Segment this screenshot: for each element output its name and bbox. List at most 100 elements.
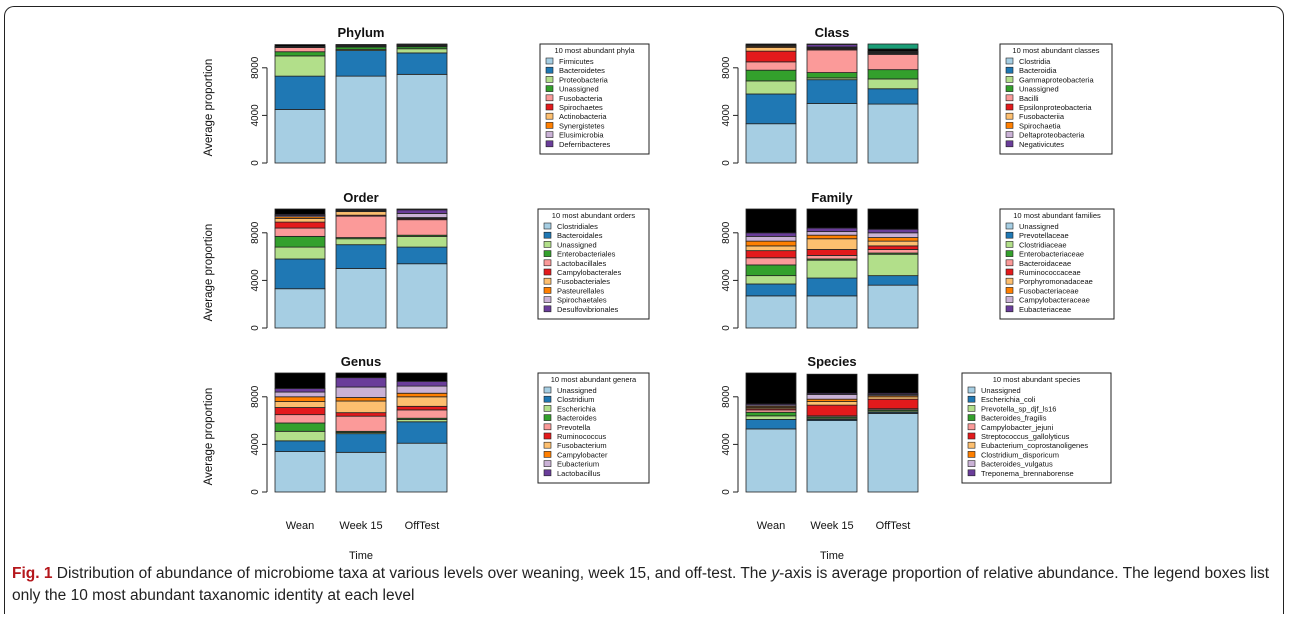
legend-title: 10 most abundant genera xyxy=(551,375,637,384)
bar-segment xyxy=(745,43,797,46)
legend-entry: Prevotellaceae xyxy=(1019,231,1069,240)
legend-entry: Proteobacteria xyxy=(559,75,609,84)
legend-entry: Fusobacteria xyxy=(559,94,603,103)
bar-segment xyxy=(274,44,326,47)
bar-segment xyxy=(274,246,326,260)
bar-segment xyxy=(396,246,448,265)
bar-segment xyxy=(867,53,919,71)
bar-segment xyxy=(867,103,919,164)
legend-swatch xyxy=(543,432,552,440)
legend-entry: Bacteroides_vulgatus xyxy=(981,460,1053,469)
legend-swatch xyxy=(1005,122,1014,129)
bar-segment xyxy=(745,250,797,259)
bar-segment xyxy=(745,428,797,493)
bar-segment xyxy=(274,451,326,493)
bar-segment xyxy=(745,93,797,125)
caption-text-a: Distribution of abundance of microbiome … xyxy=(52,565,772,582)
legend-entry: Unassigned xyxy=(1019,222,1059,231)
bar-segment xyxy=(396,409,448,419)
legend-swatch xyxy=(543,451,552,458)
bar-segment xyxy=(745,257,797,266)
bar-segment xyxy=(806,277,858,297)
y-tick-label: 8000 xyxy=(721,385,732,408)
legend-entry: Spirochaetes xyxy=(559,103,603,112)
bar-segment xyxy=(396,43,448,45)
legend-entry: Ruminococcaceae xyxy=(1019,268,1081,277)
bar-segment xyxy=(396,213,448,218)
legend-swatch xyxy=(1005,103,1014,111)
y-tick-label: 8000 xyxy=(250,56,261,79)
legend-swatch xyxy=(1005,131,1014,138)
legend-title: 10 most abundant families xyxy=(1013,211,1101,220)
bar-segment xyxy=(867,43,919,50)
bar-segment xyxy=(335,75,387,164)
bar-segment xyxy=(274,372,326,389)
legend-entry: Bacteroidia xyxy=(1019,66,1057,75)
bar-segment xyxy=(396,209,448,214)
legend-swatch xyxy=(967,386,976,394)
bar-segment xyxy=(335,50,387,77)
y-axis-label: Average proportion xyxy=(203,388,215,486)
panel-title: Genus xyxy=(341,354,381,369)
bar-segment xyxy=(806,394,858,400)
legend-box xyxy=(961,372,1112,484)
bar-segment xyxy=(274,51,326,57)
bar-segment xyxy=(806,227,858,233)
bar-segment xyxy=(274,258,326,290)
x-category-label: Week 15 xyxy=(810,520,853,532)
bar-segment xyxy=(806,259,858,279)
legend-swatch xyxy=(1005,57,1014,65)
legend-swatch xyxy=(543,268,552,276)
bar-segment xyxy=(274,407,326,416)
legend-swatch xyxy=(1005,268,1014,276)
bar-segment xyxy=(806,249,858,256)
legend-entry: Porphyromonadaceae xyxy=(1019,277,1093,286)
y-tick-label: 0 xyxy=(250,325,261,331)
bar-segment xyxy=(867,237,919,242)
x-category-label: Wean xyxy=(286,520,315,532)
bar-segment xyxy=(274,388,326,393)
legend-swatch xyxy=(967,432,976,440)
legend-entry: Bacteroides_fragilis xyxy=(981,414,1047,423)
bar-segment xyxy=(745,415,797,420)
y-tick-label: 8000 xyxy=(250,221,261,244)
bar-segment xyxy=(806,208,858,229)
bar-segment xyxy=(745,61,797,71)
legend-swatch xyxy=(545,140,554,148)
legend-entry: Campylobacter xyxy=(557,450,608,459)
legend-swatch xyxy=(545,131,554,138)
x-category-label: Week 15 xyxy=(339,520,382,532)
bar-segment xyxy=(274,218,326,223)
x-category-label: OffTest xyxy=(876,520,911,532)
legend-swatch xyxy=(1005,231,1014,239)
legend-entry: Firmicutes xyxy=(559,57,594,66)
legend-swatch xyxy=(543,296,552,303)
legend-entry: Streptococcus_gallolyticus xyxy=(981,432,1070,441)
bar-segment xyxy=(867,284,919,329)
legend-swatch xyxy=(967,414,976,421)
caption-label: Fig. 1 xyxy=(12,565,53,582)
y-axis-label: Average proportion xyxy=(203,59,215,157)
legend-entry: Clostridiaceae xyxy=(1019,240,1067,249)
bar-segment xyxy=(335,397,387,402)
panel-title: Family xyxy=(811,190,853,205)
bar-segment xyxy=(274,235,326,248)
legend-entry: Unassigned xyxy=(1019,85,1059,94)
legend-entry: Clostridiales xyxy=(557,222,598,231)
bar-segment xyxy=(335,372,387,379)
legend-swatch xyxy=(967,451,976,458)
legend-swatch xyxy=(543,395,552,403)
bar-segment xyxy=(396,442,448,493)
bar-segment xyxy=(335,268,387,329)
legend-swatch xyxy=(1005,305,1014,313)
bar-segment xyxy=(867,253,919,277)
caption-text-b: -axis is average proportion of relative … xyxy=(12,565,1270,604)
bar-segment xyxy=(396,396,448,407)
bar-segment xyxy=(396,405,448,411)
legend-swatch xyxy=(545,85,554,92)
legend-swatch xyxy=(1005,287,1014,294)
legend-swatch xyxy=(967,460,976,467)
legend-entry: Enterobacteriales xyxy=(557,250,616,259)
legend-swatch xyxy=(1005,250,1014,257)
legend-entry: Ruminococcus xyxy=(557,432,606,441)
